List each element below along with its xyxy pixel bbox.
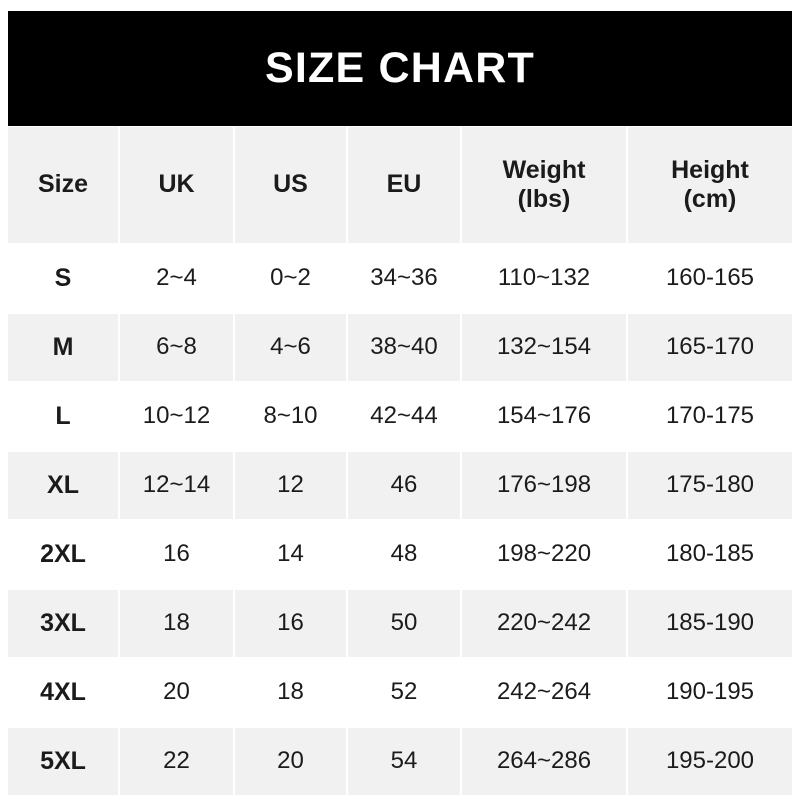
cell-eu: 42~44 [348, 383, 462, 452]
table-row: XL 12~14 12 46 176~198 175-180 [8, 452, 792, 521]
table-row: S 2~4 0~2 34~36 110~132 160-165 [8, 245, 792, 314]
table-header-row: Size UK US EU Weight ( [8, 127, 792, 245]
cell-weight: 264~286 [462, 728, 628, 797]
column-header-weight-line1: Weight [502, 155, 586, 184]
cell-size: M [8, 314, 120, 383]
column-header-uk: UK [120, 127, 235, 245]
cell-uk: 16 [120, 521, 235, 590]
cell-weight: 154~176 [462, 383, 628, 452]
cell-size: XL [8, 452, 120, 521]
column-header-uk-line1: UK [158, 170, 195, 199]
cell-weight: 242~264 [462, 659, 628, 728]
cell-height: 180-185 [628, 521, 792, 590]
cell-size: L [8, 383, 120, 452]
cell-us: 16 [235, 590, 348, 659]
table-row: M 6~8 4~6 38~40 132~154 165-170 [8, 314, 792, 383]
cell-uk: 2~4 [120, 245, 235, 314]
cell-uk: 20 [120, 659, 235, 728]
size-chart-table: Size UK US EU Weight ( [8, 127, 792, 797]
page-title: SIZE CHART [265, 44, 535, 92]
cell-weight: 132~154 [462, 314, 628, 383]
title-banner: SIZE CHART [8, 11, 792, 126]
cell-eu: 48 [348, 521, 462, 590]
cell-eu: 50 [348, 590, 462, 659]
column-header-eu: EU [348, 127, 462, 245]
cell-height: 190-195 [628, 659, 792, 728]
cell-eu: 38~40 [348, 314, 462, 383]
cell-us: 8~10 [235, 383, 348, 452]
cell-eu: 34~36 [348, 245, 462, 314]
cell-size: S [8, 245, 120, 314]
table-row: 5XL 22 20 54 264~286 195-200 [8, 728, 792, 797]
cell-eu: 54 [348, 728, 462, 797]
cell-size: 2XL [8, 521, 120, 590]
cell-size: 5XL [8, 728, 120, 797]
cell-eu: 46 [348, 452, 462, 521]
cell-us: 18 [235, 659, 348, 728]
cell-weight: 198~220 [462, 521, 628, 590]
cell-size: 3XL [8, 590, 120, 659]
cell-weight: 110~132 [462, 245, 628, 314]
cell-us: 12 [235, 452, 348, 521]
cell-us: 0~2 [235, 245, 348, 314]
column-header-weight-line2: (lbs) [517, 185, 571, 213]
cell-height: 170-175 [628, 383, 792, 452]
cell-height: 185-190 [628, 590, 792, 659]
column-header-us: US [235, 127, 348, 245]
table-row: 4XL 20 18 52 242~264 190-195 [8, 659, 792, 728]
column-header-size-line1: Size [37, 170, 89, 199]
table-row: 3XL 18 16 50 220~242 185-190 [8, 590, 792, 659]
cell-height: 160-165 [628, 245, 792, 314]
column-header-height-line1: Height [671, 155, 749, 184]
column-header-weight: Weight (lbs) [462, 127, 628, 245]
column-header-us-line1: US [273, 170, 308, 199]
table-row: L 10~12 8~10 42~44 154~176 170-175 [8, 383, 792, 452]
cell-weight: 220~242 [462, 590, 628, 659]
table-row: 2XL 16 14 48 198~220 180-185 [8, 521, 792, 590]
cell-uk: 12~14 [120, 452, 235, 521]
cell-us: 4~6 [235, 314, 348, 383]
cell-height: 195-200 [628, 728, 792, 797]
cell-height: 175-180 [628, 452, 792, 521]
cell-uk: 18 [120, 590, 235, 659]
column-header-height-line2: (cm) [683, 185, 737, 213]
cell-weight: 176~198 [462, 452, 628, 521]
cell-us: 14 [235, 521, 348, 590]
cell-uk: 6~8 [120, 314, 235, 383]
cell-size: 4XL [8, 659, 120, 728]
cell-eu: 52 [348, 659, 462, 728]
column-header-height: Height (cm) [628, 127, 792, 245]
cell-uk: 10~12 [120, 383, 235, 452]
column-header-eu-line1: EU [386, 170, 422, 199]
column-header-size: Size [8, 127, 120, 245]
cell-us: 20 [235, 728, 348, 797]
cell-uk: 22 [120, 728, 235, 797]
cell-height: 165-170 [628, 314, 792, 383]
